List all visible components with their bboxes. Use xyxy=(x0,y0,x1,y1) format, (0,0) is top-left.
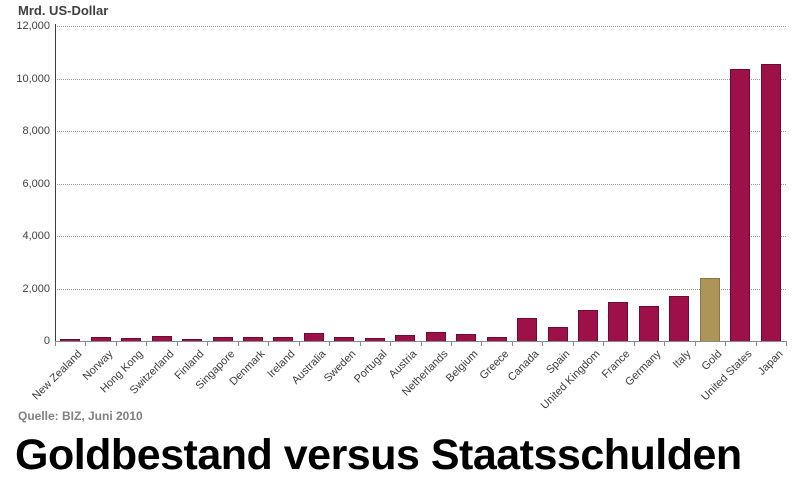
bar-germany xyxy=(638,306,659,341)
y-tick-label: 12,000 xyxy=(16,20,50,32)
x-axis-tick xyxy=(207,342,209,346)
bar-australia xyxy=(303,333,324,341)
x-axis-line xyxy=(55,341,787,342)
x-axis-tick xyxy=(572,342,574,346)
bar-greece xyxy=(486,337,507,341)
bar-netherlands xyxy=(425,332,446,341)
bar-italy xyxy=(669,296,690,341)
y-axis-line xyxy=(55,24,56,342)
x-axis-tick xyxy=(694,342,696,346)
bar-canada xyxy=(517,318,538,341)
y-gridline-8000 xyxy=(55,131,786,132)
bar-united-kingdom xyxy=(578,310,599,341)
y-gridline-4000 xyxy=(55,236,786,237)
x-axis-tick xyxy=(55,342,56,346)
x-axis-tick xyxy=(85,342,87,346)
x-axis-tick xyxy=(298,342,300,346)
page-title: Goldbestand versus Staatsschulden xyxy=(15,431,742,479)
plot-area: 0 2,000 4,000 6,000 8,000 10,000 12,000 New Zea… xyxy=(16,20,787,412)
x-axis-tick xyxy=(603,342,605,346)
y-tick-label: 2,000 xyxy=(22,282,50,295)
bar-finland xyxy=(182,339,203,341)
y-tick-label: 4,000 xyxy=(22,230,50,242)
source-caption: Quelle: BIZ, Juni 2010 xyxy=(18,409,143,423)
y-gridline-2000 xyxy=(55,288,786,290)
bar-switzerland xyxy=(151,336,172,341)
x-axis-tick xyxy=(755,342,757,346)
bar-new-zealand xyxy=(60,339,81,341)
bar-norway xyxy=(90,337,111,341)
bar-belgium xyxy=(456,334,477,341)
x-axis-tick xyxy=(176,342,178,346)
bar-ireland xyxy=(273,337,294,341)
y-axis-title: Mrd. US-Dollar xyxy=(18,3,109,18)
bar-singapore xyxy=(212,337,233,341)
bar-denmark xyxy=(242,337,263,341)
y-tick-label: 0 xyxy=(43,335,50,347)
x-axis-tick xyxy=(329,342,331,346)
x-axis-tick xyxy=(725,342,727,346)
x-axis-tick xyxy=(664,342,666,346)
y-gridline-12000 xyxy=(55,26,786,27)
y-tick-label: 10,000 xyxy=(16,72,50,85)
bar-united-states xyxy=(730,69,751,341)
bar-portugal xyxy=(364,338,385,341)
bar-austria xyxy=(395,335,416,341)
x-axis-tick xyxy=(633,342,635,346)
x-axis-tick xyxy=(511,342,513,346)
x-axis-tick xyxy=(268,342,270,346)
x-axis-tick xyxy=(359,342,361,346)
x-axis-tick xyxy=(115,342,117,346)
bar-spain xyxy=(547,327,568,341)
x-axis-tick xyxy=(450,342,452,346)
x-axis-tick xyxy=(481,342,483,346)
y-gridline-10000 xyxy=(55,78,786,80)
x-axis-tick xyxy=(237,342,239,346)
bar-gold xyxy=(699,278,720,341)
x-axis-tick xyxy=(390,342,392,346)
bar-sweden xyxy=(334,337,355,341)
x-axis-tick xyxy=(420,342,422,346)
y-tick-label: 8,000 xyxy=(22,125,50,137)
bar-hong-kong xyxy=(121,338,142,341)
x-axis-tick xyxy=(786,342,787,346)
bar-japan xyxy=(760,64,781,341)
x-axis-tick xyxy=(146,342,148,346)
x-axis-tick xyxy=(542,342,544,346)
bar-france xyxy=(608,302,629,341)
y-tick-label: 6,000 xyxy=(22,177,50,190)
y-gridline-6000 xyxy=(55,183,786,185)
